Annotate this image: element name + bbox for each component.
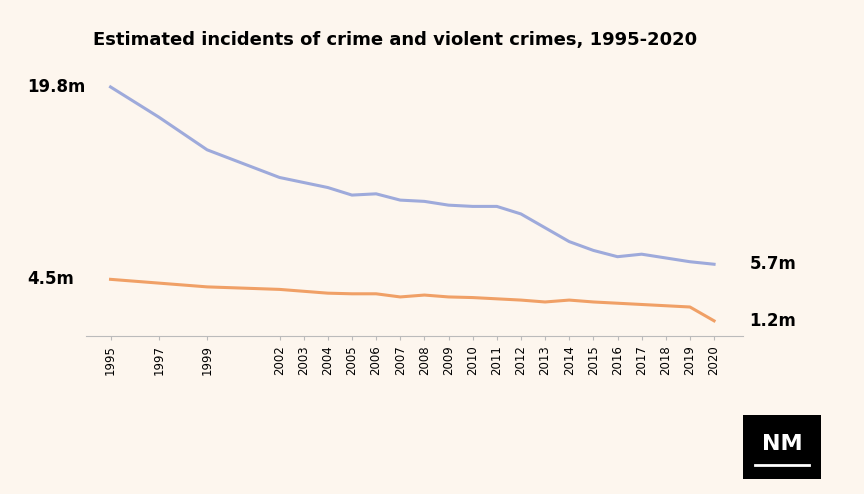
- Title: Estimated incidents of crime and violent crimes, 1995-2020: Estimated incidents of crime and violent…: [93, 32, 697, 49]
- Legend: All crime, Violent crime: All crime, Violent crime: [42, 493, 356, 494]
- Text: 19.8m: 19.8m: [28, 78, 86, 96]
- Text: 4.5m: 4.5m: [28, 270, 74, 288]
- Text: 5.7m: 5.7m: [750, 255, 797, 273]
- Text: NM: NM: [761, 434, 803, 454]
- Text: 1.2m: 1.2m: [750, 312, 797, 330]
